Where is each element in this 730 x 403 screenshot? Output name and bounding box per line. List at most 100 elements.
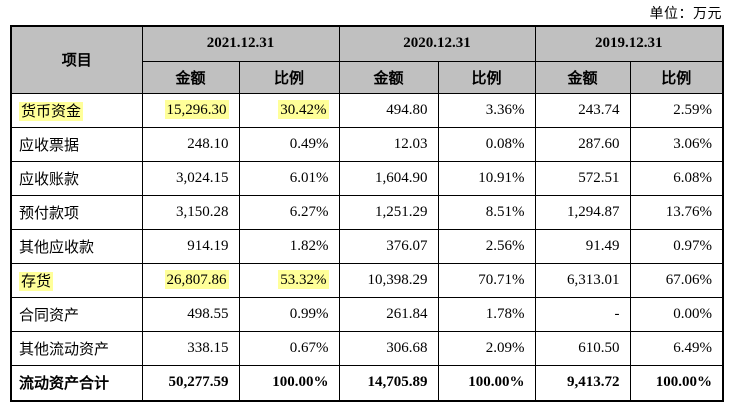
value-cell: 53.32% — [238, 262, 340, 298]
table-row: 其他流动资产 338.15 0.67% 306.68 2.09% 610.50 6.49% — [10, 330, 724, 366]
value-cell: 1.82% — [238, 228, 340, 264]
value-text: 1,604.90 — [375, 169, 428, 186]
header-amount-2021: 金额 — [141, 60, 240, 94]
row-label-cell: 其他应收款 — [10, 228, 143, 264]
header-ratio-2020: 比例 — [437, 60, 536, 94]
row-label: 货币资金 — [19, 101, 84, 121]
value-cell: 10,398.29 — [338, 262, 439, 298]
value-cell: 6,313.01 — [534, 262, 631, 298]
value-text: 30.42% — [278, 99, 329, 119]
value-cell: 0.00% — [629, 296, 724, 332]
value-cell: 6.27% — [238, 194, 340, 230]
value-cell: 0.08% — [437, 126, 536, 162]
value-cell: 9,413.72 — [534, 364, 631, 402]
value-text: 376.07 — [386, 237, 428, 254]
value-cell: 1.78% — [437, 296, 536, 332]
value-cell: 3.36% — [437, 92, 536, 128]
table-header: 项目 2021.12.31 2020.12.31 2019.12.31 金额 比… — [10, 25, 724, 94]
value-text: 50,277.59 — [168, 374, 229, 391]
value-text: 1,251.29 — [375, 203, 428, 220]
table-row: 货币资金 15,296.30 30.42% 494.80 3.36% 243.74 2.59… — [10, 92, 724, 128]
value-text: 287.60 — [578, 135, 620, 152]
value-cell: 261.84 — [338, 296, 439, 332]
value-text: 10,398.29 — [367, 271, 428, 288]
value-text: 100.00% — [272, 374, 329, 391]
header-period-2019: 2019.12.31 — [534, 25, 724, 62]
value-cell: 0.97% — [629, 228, 724, 264]
value-text: 67.06% — [665, 271, 712, 288]
value-cell: 6.08% — [629, 160, 724, 196]
row-label-cell: 流动资产合计 — [10, 364, 143, 402]
value-cell: 498.55 — [141, 296, 240, 332]
value-cell: 2.09% — [437, 330, 536, 366]
value-text: 0.99% — [289, 305, 329, 322]
value-cell: 0.67% — [238, 330, 340, 366]
value-cell: 1,251.29 — [338, 194, 439, 230]
value-text: 248.10 — [187, 135, 229, 152]
value-cell: 376.07 — [338, 228, 439, 264]
value-text: 91.49 — [585, 237, 620, 254]
table-row: 存货 26,807.86 53.32% 10,398.29 70.71% 6,313.01… — [10, 262, 724, 298]
header-amount-2019: 金额 — [534, 60, 631, 94]
value-text: 498.55 — [187, 305, 229, 322]
value-cell: 100.00% — [629, 364, 724, 402]
row-label-cell: 其他流动资产 — [10, 330, 143, 366]
value-text: 70.71% — [478, 271, 525, 288]
value-text: 261.84 — [386, 305, 428, 322]
row-label: 应收账款 — [19, 171, 80, 188]
table-row: 预付款项 3,150.28 6.27% 1,251.29 8.51% 1,294.87 13… — [10, 194, 724, 230]
value-text: 1.78% — [485, 305, 525, 322]
row-label: 预付款项 — [19, 205, 80, 222]
row-label-cell: 合同资产 — [10, 296, 143, 332]
value-cell: 306.68 — [338, 330, 439, 366]
value-cell: 2.56% — [437, 228, 536, 264]
value-text: 610.50 — [578, 339, 620, 356]
value-text: 53.32% — [278, 269, 329, 289]
value-text: 3.36% — [485, 101, 525, 118]
value-cell: 15,296.30 — [141, 92, 240, 128]
table-body: 货币资金 15,296.30 30.42% 494.80 3.36% 243.74 2.59… — [10, 92, 724, 402]
value-text: 0.97% — [673, 237, 712, 254]
value-cell: 91.49 — [534, 228, 631, 264]
value-text: 3,024.15 — [176, 169, 229, 186]
value-cell: - — [534, 296, 631, 332]
value-text: 6.01% — [289, 169, 329, 186]
value-cell: 70.71% — [437, 262, 536, 298]
row-label: 流动资产合计 — [19, 376, 110, 393]
value-text: 3.06% — [673, 135, 712, 152]
value-cell: 0.99% — [238, 296, 340, 332]
value-text: 914.19 — [187, 237, 229, 254]
value-cell: 338.15 — [141, 330, 240, 366]
value-text: 0.49% — [289, 135, 329, 152]
header-period-2020: 2020.12.31 — [338, 25, 536, 62]
value-text: 494.80 — [386, 101, 428, 118]
value-text: 1.82% — [289, 237, 329, 254]
value-text: 6.27% — [289, 203, 329, 220]
value-text: 306.68 — [386, 339, 428, 356]
row-label-cell: 应收账款 — [10, 160, 143, 196]
row-label: 其他应收款 — [19, 239, 95, 256]
value-cell: 2.59% — [629, 92, 724, 128]
value-cell: 6.49% — [629, 330, 724, 366]
total-row: 流动资产合计 50,277.59 100.00% 14,705.89 100.00% 9,… — [10, 364, 724, 402]
value-text: 572.51 — [578, 169, 620, 186]
row-label-cell: 应收票据 — [10, 126, 143, 162]
value-cell: 100.00% — [437, 364, 536, 402]
header-ratio-2019: 比例 — [629, 60, 724, 94]
row-label-cell: 货币资金 — [10, 92, 143, 128]
value-text: 1,294.87 — [567, 203, 620, 220]
unit-label: 单位：万元 — [649, 7, 722, 22]
value-text: 100.00% — [468, 374, 525, 391]
value-text: 338.15 — [187, 339, 229, 356]
value-cell: 67.06% — [629, 262, 724, 298]
value-text: 6.08% — [673, 169, 712, 186]
value-cell: 14,705.89 — [338, 364, 439, 402]
row-label: 其他流动资产 — [19, 341, 110, 358]
value-text: 0.00% — [673, 305, 712, 322]
value-text: 13.76% — [665, 203, 712, 220]
value-cell: 50,277.59 — [141, 364, 240, 402]
table-row: 合同资产 498.55 0.99% 261.84 1.78% - 0.00% — [10, 296, 724, 332]
row-label: 应收票据 — [19, 137, 80, 154]
value-text: 2.56% — [485, 237, 525, 254]
value-cell: 914.19 — [141, 228, 240, 264]
